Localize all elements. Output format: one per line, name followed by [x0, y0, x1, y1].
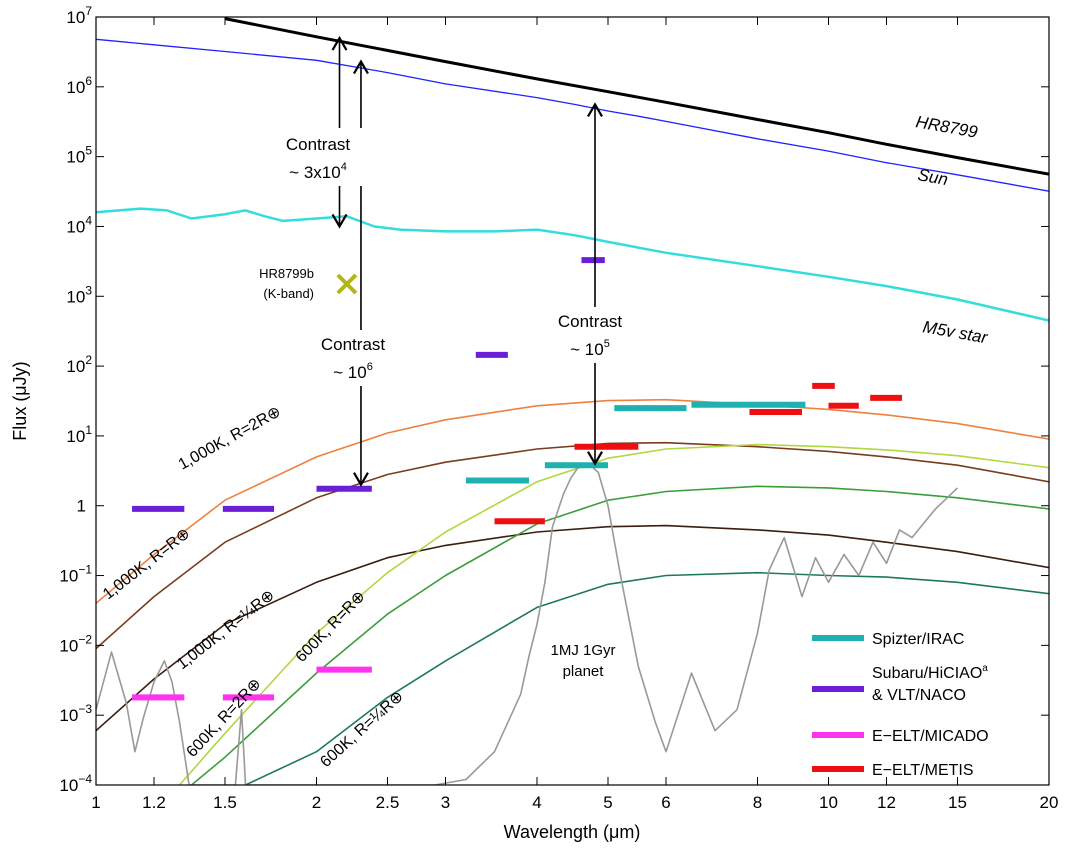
legend-label-hiciao: Subaru/HiCIAOa — [872, 663, 988, 682]
contrast-1-line2: ~ 3x104 — [289, 161, 347, 182]
x-tick-label: 1 — [91, 793, 100, 812]
legend-label-naco: & VLT/NACO — [872, 687, 966, 704]
planet-label-line2: planet — [563, 663, 605, 680]
x-tick-label: 2 — [312, 793, 321, 812]
legend-label-micado: E−ELT/MICADO — [872, 728, 989, 745]
x-tick-label: 1.2 — [142, 793, 166, 812]
instrument-band-layer — [132, 257, 903, 701]
contrast-2-line1: Contrast — [321, 335, 386, 354]
contrast-3-line2: ~ 105 — [570, 338, 610, 359]
y-tick-label: 10−4 — [59, 772, 92, 795]
x-tick-label: 4 — [532, 793, 541, 812]
arrow-head — [587, 451, 603, 466]
hr8799b-label-line2: (K-band) — [263, 286, 314, 301]
series-hr8799 — [224, 17, 1049, 176]
x-tick-label: 6 — [661, 793, 670, 812]
x-tick-label: 15 — [948, 793, 967, 812]
curve-layer — [96, 17, 1049, 785]
x-axis-label: Wavelength (μm) — [504, 822, 641, 842]
legend-label-irac: Spizter/IRAC — [872, 631, 964, 648]
y-tick-label: 103 — [66, 283, 92, 306]
x-tick-label: 12 — [877, 793, 896, 812]
planet-label-line1: 1MJ 1Gyr — [550, 642, 615, 659]
plot-frame — [95, 16, 1050, 786]
hr8799b-label-line1: HR8799b — [259, 266, 314, 281]
series-1-000k-r-r — [96, 524, 1049, 732]
series-600k-r-2r — [178, 443, 1049, 785]
x-tick-label: 5 — [603, 793, 612, 812]
y-tick-label: 104 — [66, 213, 92, 236]
arrow-head — [353, 472, 369, 487]
x-tick-label: 8 — [753, 793, 762, 812]
y-tick-label: 101 — [66, 423, 92, 446]
sun-label: Sun — [916, 165, 949, 189]
arrow-head — [331, 213, 348, 229]
arrow-head — [331, 35, 348, 51]
x-tick-label: 10 — [819, 793, 838, 812]
arrow-head — [587, 102, 603, 117]
y-tick-label: 10−2 — [59, 632, 92, 655]
series-600k-r-r — [190, 485, 1049, 785]
y-tick-label: 106 — [66, 74, 92, 97]
y-axis-label: Flux (μJy) — [10, 361, 30, 440]
contrast-3-line1: Contrast — [558, 312, 623, 331]
series-1mj-1gyr-planet — [96, 462, 959, 785]
y-tick-label: 105 — [66, 144, 92, 167]
contrast-annotation-1: Contrast ~ 3x104 — [268, 128, 378, 186]
y-tick-label: 107 — [66, 4, 92, 27]
x-tick-label: 2.5 — [376, 793, 400, 812]
series-1-000k-r-r — [96, 441, 1049, 650]
arrow-head — [353, 59, 369, 75]
y-tick-label: 1 — [77, 497, 86, 516]
axis-layer: 1 1.2 1.5 2 2.5 3 4 5 6 8 10 12 15 20 10−4 10−3 10−2 10−1… — [59, 4, 1058, 812]
series-sun — [96, 38, 1049, 192]
legend-label-metis: E−ELT/METIS — [872, 762, 974, 779]
x-tick-label: 3 — [441, 793, 450, 812]
series-1-000k-r-2r — [96, 398, 1049, 604]
y-tick-label: 102 — [66, 353, 92, 376]
x-tick-label: 1.5 — [213, 793, 237, 812]
y-tick-label: 10−3 — [59, 702, 92, 725]
contrast-2-line2: ~ 106 — [333, 361, 373, 382]
series-600k-r-r — [245, 571, 1049, 785]
marker-layer — [336, 273, 358, 295]
contrast-annotation-2: Contrast ~ 106 — [306, 330, 398, 386]
hr8799b-marker — [336, 273, 358, 295]
contrast-annotation-3: Contrast ~ 105 — [544, 307, 636, 363]
legend: Spizter/IRAC Subaru/HiCIAOa & VLT/NACO E… — [812, 631, 989, 779]
x-tick-label: 20 — [1040, 793, 1059, 812]
y-tick-label: 10−1 — [59, 563, 92, 586]
series-m5v-star — [96, 207, 1049, 322]
contrast-1-line1: Contrast — [286, 135, 351, 154]
